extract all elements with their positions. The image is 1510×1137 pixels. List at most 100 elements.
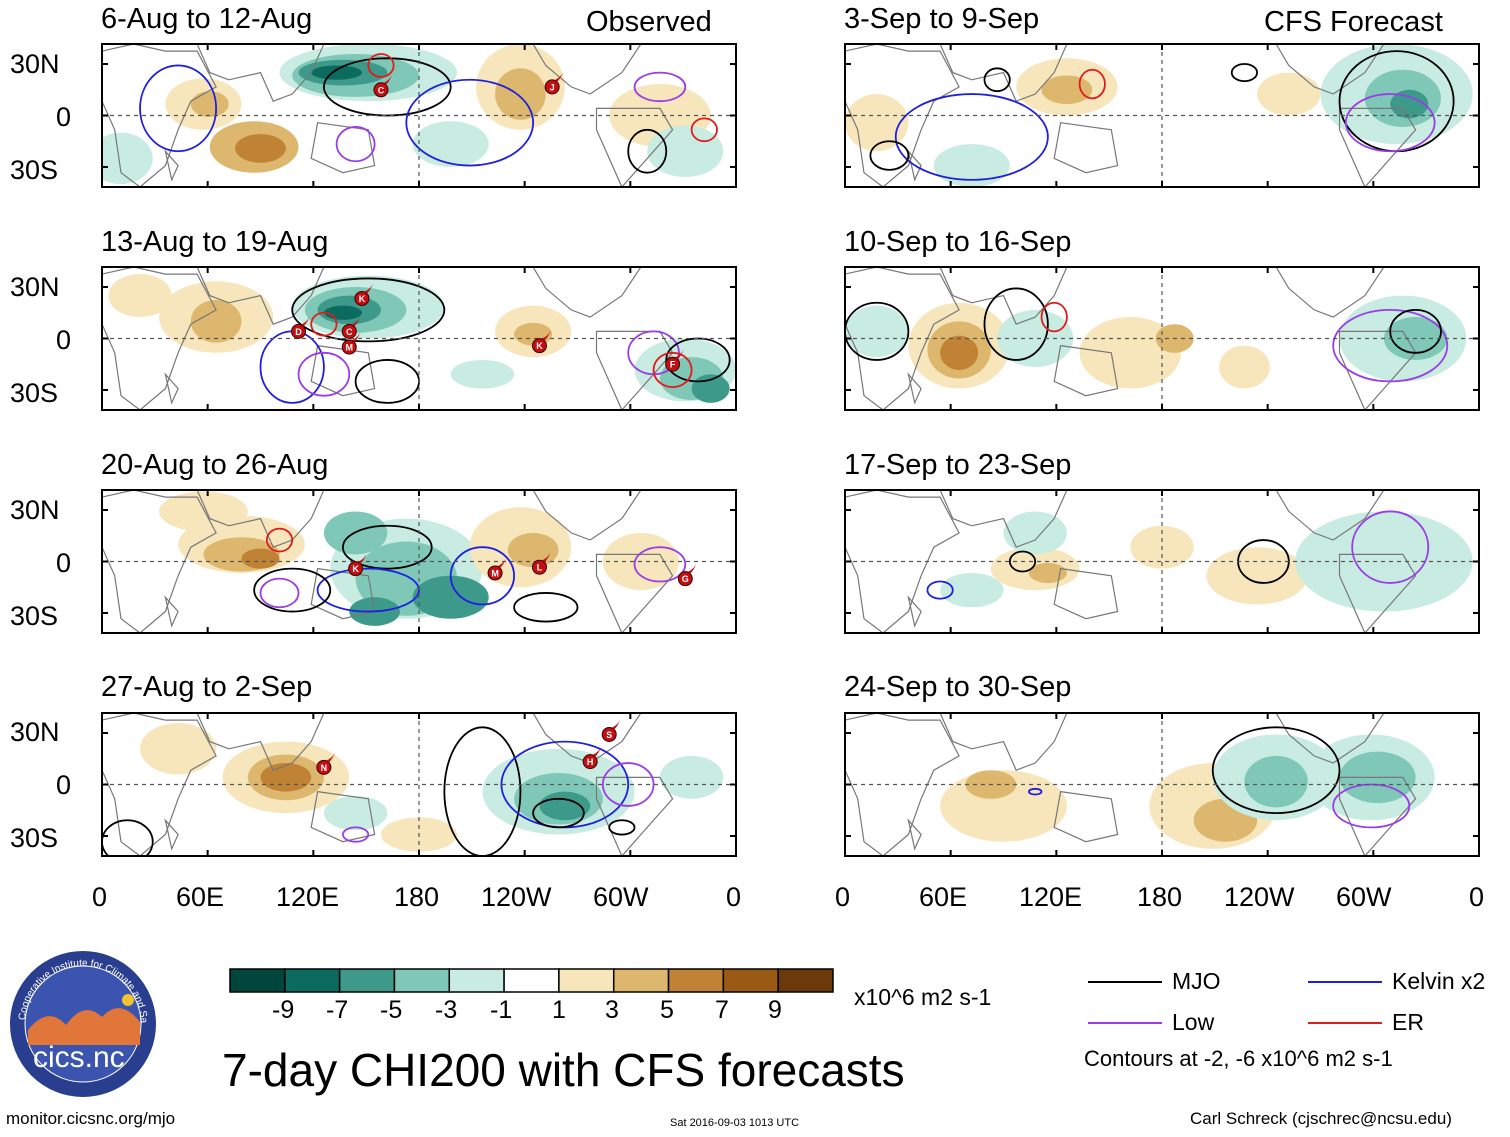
lat-label-30n: 30N: [10, 49, 60, 79]
colorbar-label: 9: [768, 996, 782, 1024]
coastline: [595, 107, 674, 187]
storm-letter: D: [295, 327, 302, 337]
coastline: [532, 490, 642, 541]
er-contour: [1078, 68, 1106, 100]
storm-letter: C: [378, 85, 385, 95]
legend-er-label: ER: [1392, 1009, 1424, 1035]
coastline: [1053, 344, 1119, 397]
lat-label-30n: 30N: [10, 495, 60, 525]
low-contour: [259, 577, 300, 609]
coastline: [907, 149, 922, 182]
footer-url[interactable]: monitor.cicsnc.org/mjo: [6, 1109, 176, 1128]
colorbar-swatch: [667, 968, 725, 993]
lon-label-120w: 120W: [1224, 882, 1295, 912]
storm-letter: M: [491, 568, 499, 578]
lat-label-30n: 30N: [10, 717, 60, 747]
colorbar-swatch: [393, 968, 451, 993]
storm-letter: K: [536, 341, 543, 351]
chi200-anomaly-patch: [659, 755, 724, 799]
chi200-anomaly-patch: [311, 65, 362, 80]
coastline: [1275, 490, 1385, 541]
storm-letter: N: [321, 763, 328, 773]
lon-label-60w: 60W: [593, 882, 649, 912]
chi200-anomaly-patch: [102, 132, 153, 185]
low-contour: [601, 762, 655, 807]
colorbar-label: 5: [660, 996, 674, 1024]
footer-author[interactable]: Carl Schreck (cjschrec@ncsu.edu): [1190, 1109, 1452, 1128]
colorbar-label: -9: [272, 996, 295, 1024]
storm-marker: K: [354, 283, 373, 306]
mjo-contour: [443, 726, 522, 856]
map-panel-forecast-1: [844, 43, 1480, 188]
coastline: [1275, 267, 1385, 318]
low-contour: [1332, 308, 1449, 383]
kelvin-contour: [926, 580, 954, 600]
lon-label-180: 180: [1137, 882, 1183, 912]
colorbar-label: -3: [435, 996, 458, 1024]
coastline: [907, 595, 922, 628]
storm-marker: J: [544, 71, 564, 95]
mjo-contour: [983, 67, 1011, 93]
coastline: [939, 713, 1068, 771]
contours-note: Contours at -2, -6 x10^6 m2 s-1: [1084, 1046, 1393, 1071]
coastline: [1053, 790, 1119, 843]
map-panel-forecast-3: [844, 489, 1480, 634]
map-panel-observed-3: K M L G: [101, 489, 737, 634]
low-contour: [1344, 93, 1436, 153]
coastline: [845, 267, 960, 410]
lon-label-120w: 120W: [481, 882, 552, 912]
chi200-anomaly-patch: [1219, 345, 1270, 389]
kelvin-contour: [139, 64, 218, 153]
chi200-anomaly-patch: [412, 575, 489, 619]
chi200-anomaly-patch: [450, 359, 515, 389]
kelvin-contour: [449, 546, 515, 606]
chi200-anomaly-patch: [323, 795, 388, 831]
coastline: [310, 790, 376, 843]
coastline: [164, 818, 179, 851]
er-contour: [690, 117, 718, 143]
chi200-anomaly-patch: [1003, 511, 1067, 555]
chi200-anomaly-patch: [1244, 755, 1308, 808]
legend-low-label: Low: [1172, 1009, 1215, 1035]
chi200-anomaly-patch: [412, 121, 489, 167]
chi200-anomaly-patch: [647, 125, 724, 177]
colorbar-label: -7: [326, 996, 349, 1024]
coastline: [532, 267, 642, 318]
lat-label-30s: 30S: [10, 823, 59, 853]
colorbar-swatch: [503, 968, 560, 993]
coastline: [939, 490, 1068, 548]
footer-timestamp: Sat 2016-09-03 1013 UTC: [670, 1117, 800, 1129]
storm-letter: S: [606, 730, 612, 740]
colorbar-label: -1: [490, 996, 513, 1024]
forecast-label: CFS Forecast: [1264, 6, 1443, 38]
colorbar-label: -5: [380, 996, 403, 1024]
mjo-contour: [291, 277, 446, 343]
storm-letter: H: [587, 757, 594, 767]
lon-label-120e: 120E: [276, 882, 340, 912]
chi200-anomaly-patch: [1257, 72, 1321, 116]
colorbar-swatch: [777, 968, 834, 993]
storm-letter: L: [537, 563, 543, 573]
lat-label-30s: 30S: [10, 378, 59, 408]
mjo-contour: [322, 57, 452, 117]
colorbar-swatch: [558, 968, 615, 993]
er-contour: [265, 527, 294, 553]
mjo-contour: [102, 819, 154, 856]
storm-marker: F: [665, 349, 684, 372]
mjo-contour: [608, 819, 636, 836]
coastline: [196, 490, 325, 548]
coastline: [939, 267, 1068, 325]
lat-label-30s: 30S: [10, 155, 59, 185]
mjo-contour: [869, 140, 910, 171]
coastline: [1275, 44, 1385, 95]
coastline: [310, 122, 376, 174]
storm-marker: C: [341, 316, 361, 339]
storm-letter: K: [359, 294, 366, 304]
mjo-contour: [627, 128, 668, 174]
chi200-anomaly-patch: [190, 91, 229, 117]
colorbar-swatch: [229, 968, 286, 993]
lon-label-180: 180: [394, 882, 440, 912]
storm-marker: G: [677, 563, 697, 587]
er-contour: [1040, 301, 1068, 333]
